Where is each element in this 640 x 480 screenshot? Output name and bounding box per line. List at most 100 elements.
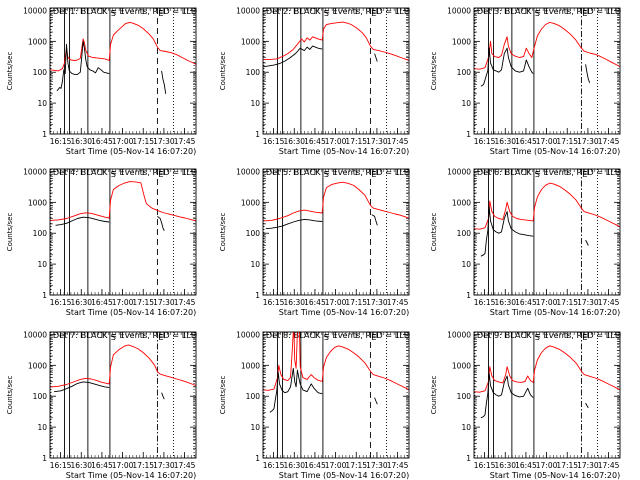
x-tick-label: 16:30 <box>70 298 92 307</box>
marker-letter: E <box>371 9 376 18</box>
panel-series-group <box>474 21 620 87</box>
x-tick-label: 17:00 <box>536 461 558 470</box>
y-tick-label: 10 <box>250 99 260 108</box>
x-tick-label: 16:15 <box>50 461 72 470</box>
x-tick-label: 17:00 <box>112 137 134 146</box>
plot-frame <box>49 168 197 296</box>
y-axis-label: Counts/sec <box>430 213 438 252</box>
y-tick-label: 1 <box>255 291 260 300</box>
y-tick-label: 1 <box>466 454 471 463</box>
x-tick-label: 16:30 <box>283 298 305 307</box>
y-axis-label: Counts/sec <box>6 213 14 252</box>
x-tick-label: 17:30 <box>577 461 599 470</box>
panel-det-1: Det 1: BLACK = Events, RED = LLD Counts/s… <box>6 6 197 156</box>
marker-letter: S <box>111 9 116 18</box>
x-tick-label: 17:30 <box>577 137 599 146</box>
x-tick-label: 16:15 <box>263 298 285 307</box>
y-tick-label: 1 <box>42 454 47 463</box>
panel-title: Det 4: BLACK = Events, RED = LLD <box>53 167 197 177</box>
x-tick-label: 17:00 <box>536 137 558 146</box>
y-tick-label: 1 <box>466 130 471 139</box>
x-tick-label: 16:30 <box>283 137 305 146</box>
series-events-black-line <box>480 372 589 419</box>
x-tick-label: 16:15 <box>474 298 496 307</box>
y-axis-label: Counts/sec <box>6 376 14 415</box>
x-tick-label: 17:15 <box>132 137 154 146</box>
marker-letter: E <box>371 333 376 342</box>
y-tick-label: 10 <box>37 99 47 108</box>
x-tick-label: 17:00 <box>112 298 134 307</box>
x-tick-label: 17:15 <box>556 461 578 470</box>
y-tick-label: 1000 <box>28 198 47 207</box>
x-tick-label: 17:00 <box>112 461 134 470</box>
series-lld-red-line <box>263 181 409 222</box>
x-axis-label: Start Time (05-Nov-14 16:07:20) <box>66 308 196 317</box>
x-tick-label: 17:30 <box>366 298 388 307</box>
x-axis-label: Start Time (05-Nov-14 16:07:20) <box>490 308 620 317</box>
x-axis-label: Start Time (05-Nov-14 16:07:20) <box>490 471 620 480</box>
panel-title: Det 7: BLACK = Events, RED = LLD <box>53 330 197 340</box>
panel-det-8: Det 8: BLACK = Events, RED = LLD Counts/s… <box>219 330 410 480</box>
x-tick-label: 17:45 <box>174 298 196 307</box>
x-tick-label: 16:45 <box>515 461 537 470</box>
panel-series-group <box>50 181 196 231</box>
y-tick-label: 10 <box>37 423 47 432</box>
x-tick-label: 17:45 <box>387 461 409 470</box>
series-lld-red-line <box>474 345 620 393</box>
panel-det-3: Det 3: BLACK = Events, RED = LLD Counts/s… <box>430 6 621 156</box>
y-axis-label: Counts/sec <box>219 376 227 415</box>
series-events-black-line <box>263 45 378 68</box>
y-tick-label: 1 <box>466 291 471 300</box>
y-tick-label: 10000 <box>23 6 47 15</box>
marker-letter: E <box>158 9 163 18</box>
y-tick-label: 1000 <box>241 37 260 46</box>
series-events-black-line <box>480 206 589 257</box>
plot-frame <box>49 331 197 459</box>
plot-frame <box>473 168 621 296</box>
y-tick-label: 100 <box>457 68 472 77</box>
plot-frame <box>49 7 197 135</box>
y-tick-label: 100 <box>33 68 48 77</box>
x-tick-label: 17:45 <box>598 298 620 307</box>
x-tick-label: 16:45 <box>304 461 326 470</box>
y-tick-label: 1000 <box>452 361 471 370</box>
x-tick-label: 17:30 <box>366 137 388 146</box>
y-tick-label: 10000 <box>236 6 260 15</box>
marker-letter: E <box>158 170 163 179</box>
x-tick-label: 17:30 <box>577 298 599 307</box>
x-tick-label: 17:45 <box>174 137 196 146</box>
panel-det-2: Det 2: BLACK = Events, RED = LLD Counts/s… <box>219 6 410 156</box>
x-tick-label: 17:00 <box>325 137 347 146</box>
series-lld-red-line <box>474 21 620 70</box>
plot-frame <box>262 168 410 296</box>
y-axis-label: Counts/sec <box>219 52 227 91</box>
y-tick-label: 100 <box>246 392 261 401</box>
x-tick-label: 17:45 <box>387 298 409 307</box>
x-tick-label: 16:30 <box>494 137 516 146</box>
y-tick-label: 100 <box>457 392 472 401</box>
y-tick-label: 1000 <box>241 361 260 370</box>
series-lld-red-line <box>263 21 409 61</box>
panel-series-group <box>263 21 409 68</box>
y-tick-label: 1000 <box>28 361 47 370</box>
marker-letter: S <box>535 333 540 342</box>
x-tick-label: 16:45 <box>304 137 326 146</box>
plot-frame <box>262 331 410 459</box>
y-tick-label: 10 <box>461 423 471 432</box>
x-tick-label: 17:15 <box>132 298 154 307</box>
x-tick-label: 16:45 <box>304 298 326 307</box>
x-tick-label: 16:15 <box>474 461 496 470</box>
y-tick-label: 1 <box>255 130 260 139</box>
series-events-black-line <box>55 216 165 231</box>
x-tick-label: 17:45 <box>598 461 620 470</box>
panel-title: Det 1: BLACK = Events, RED = LLD <box>53 6 197 16</box>
series-events-black-line <box>265 214 378 230</box>
y-tick-label: 100 <box>457 229 472 238</box>
marker-letter: S <box>111 333 116 342</box>
y-tick-label: 10000 <box>447 330 471 339</box>
series-events-black-line <box>54 381 165 400</box>
marker-letter: E <box>158 333 163 342</box>
plot-frame <box>473 331 621 459</box>
x-axis-label: Start Time (05-Nov-14 16:07:20) <box>279 147 409 156</box>
